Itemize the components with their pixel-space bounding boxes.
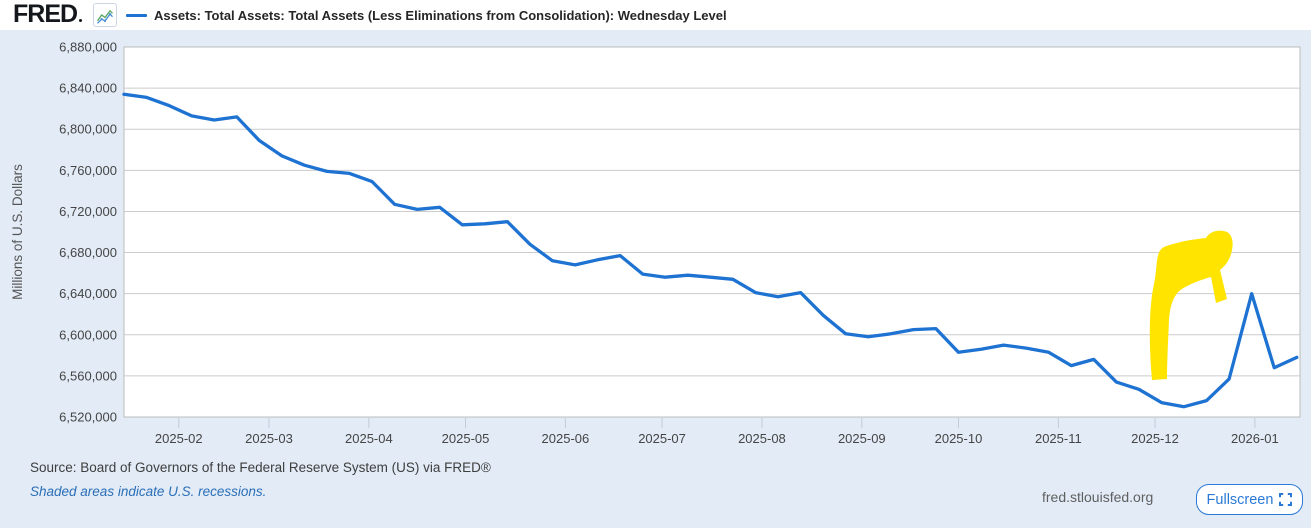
legend-line-swatch (126, 13, 147, 17)
y-axis-tick-label: 6,680,000 (59, 245, 117, 260)
fred-chart-icon (93, 3, 117, 27)
recession-note-link[interactable]: Shaded areas indicate U.S. recessions. (30, 484, 267, 499)
y-axis-tick-label: 6,600,000 (59, 327, 117, 342)
y-axis-tick-label: 6,880,000 (59, 40, 117, 55)
y-axis-title: Millions of U.S. Dollars (10, 164, 25, 300)
header-bar: FRED Assets: Total Assets: Total Assets … (0, 0, 1311, 30)
fullscreen-button-label: Fullscreen (1206, 491, 1274, 508)
x-axis-tick-label: 2025-09 (838, 431, 886, 446)
x-axis-tick-label: 2025-11 (1035, 431, 1082, 446)
y-axis-tick-label: 6,640,000 (59, 286, 117, 301)
source-text: Source: Board of Governors of the Federa… (30, 460, 491, 475)
y-axis-tick-label: 6,520,000 (59, 410, 117, 425)
fullscreen-button[interactable]: Fullscreen (1196, 484, 1303, 515)
drawn-arrow-annotation (1149, 230, 1233, 380)
x-axis-tick-label: 2025-05 (442, 431, 490, 446)
y-axis-tick-label: 6,760,000 (59, 163, 117, 178)
fred-logo-text: FRED (13, 0, 78, 28)
x-axis-tick-label: 2025-12 (1131, 431, 1179, 446)
x-axis-tick-label: 2025-02 (155, 431, 203, 446)
y-axis-tick-label: 6,840,000 (59, 81, 117, 96)
data-series-line (122, 92, 1299, 409)
y-axis-tick-label: 6,800,000 (59, 122, 117, 137)
fred-logo[interactable]: FRED (13, 0, 83, 29)
chart-legend: Assets: Total Assets: Total Assets (Less… (126, 0, 727, 30)
legend-label: Assets: Total Assets: Total Assets (Less… (154, 7, 727, 23)
y-axis-tick-label: 6,560,000 (59, 368, 117, 383)
x-axis-tick-label: 2025-08 (738, 431, 786, 446)
x-axis-tick-label: 2025-10 (935, 431, 983, 446)
x-axis-tick-label: 2025-03 (245, 431, 293, 446)
fred-site-url-link[interactable]: fred.stlouisfed.org (1042, 489, 1154, 505)
x-axis-tick-label: 2025-06 (542, 431, 590, 446)
x-axis-tick-label: 2025-04 (345, 431, 393, 446)
registered-mark-dot (79, 19, 83, 22)
x-axis-tick-label: 2025-07 (638, 431, 686, 446)
x-axis-tick-label: 2026-01 (1231, 431, 1279, 446)
plot-area (123, 46, 1301, 418)
fullscreen-icon (1279, 493, 1293, 506)
y-axis-tick-label: 6,720,000 (59, 204, 117, 219)
